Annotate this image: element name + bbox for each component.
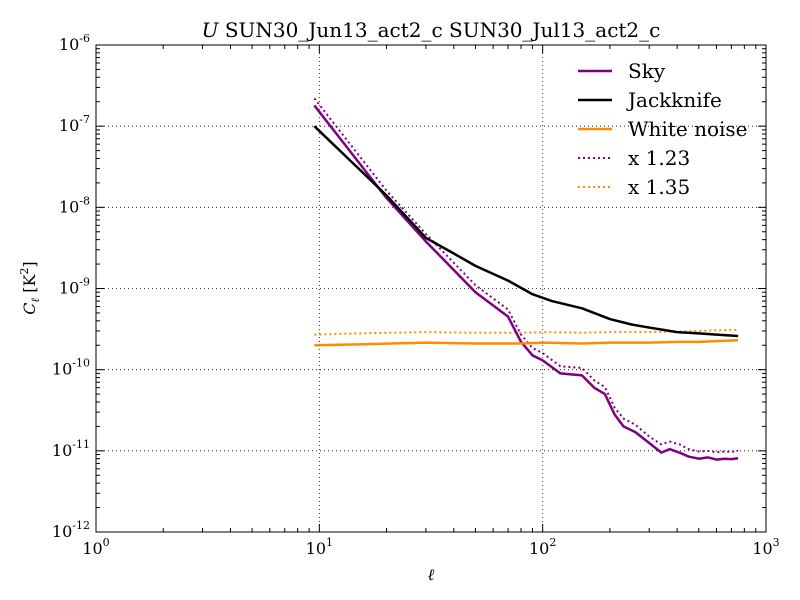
y-tick-label: 10-12 [52, 519, 90, 541]
y-tick-label: 10-6 [59, 32, 90, 54]
x-axis-label: ℓ [428, 565, 435, 584]
y-axis-label: Cℓ [K2] [18, 261, 42, 314]
x-tick-label: 101 [306, 536, 333, 558]
y-tick-label: 10-11 [52, 438, 90, 460]
x-tick-label: 103 [752, 536, 779, 558]
series-line-1 [313, 104, 739, 461]
tick-labels: 100 101 102 103 10-12 10-11 10-10 10-9 10-8 10-7 1… [52, 32, 780, 558]
legend-label: Sky [628, 59, 666, 83]
ticks [95, 44, 767, 533]
legend-label: x 1.23 [628, 146, 690, 170]
chart-title: U SUN30_Jun13_act2_c SUN30_Jul13_act2_c [202, 18, 661, 42]
legend-label: White noise [628, 117, 747, 141]
series-line-3 [314, 339, 739, 347]
y-tick-label: 10-9 [59, 276, 90, 298]
legend-label: x 1.35 [628, 175, 690, 199]
legend: Sky Jackknife White noise x 1.23 x 1.35 [578, 59, 747, 199]
legend-label: Jackknife [626, 88, 722, 112]
series-line-5 [314, 328, 739, 336]
series-group [313, 97, 739, 461]
y-tick-label: 10-8 [59, 194, 90, 216]
x-tick-label: 100 [82, 536, 109, 558]
y-tick-label: 10-10 [52, 357, 90, 379]
y-tick-label: 10-7 [59, 113, 90, 135]
x-tick-label: 102 [529, 536, 556, 558]
series-line-2 [313, 125, 739, 338]
